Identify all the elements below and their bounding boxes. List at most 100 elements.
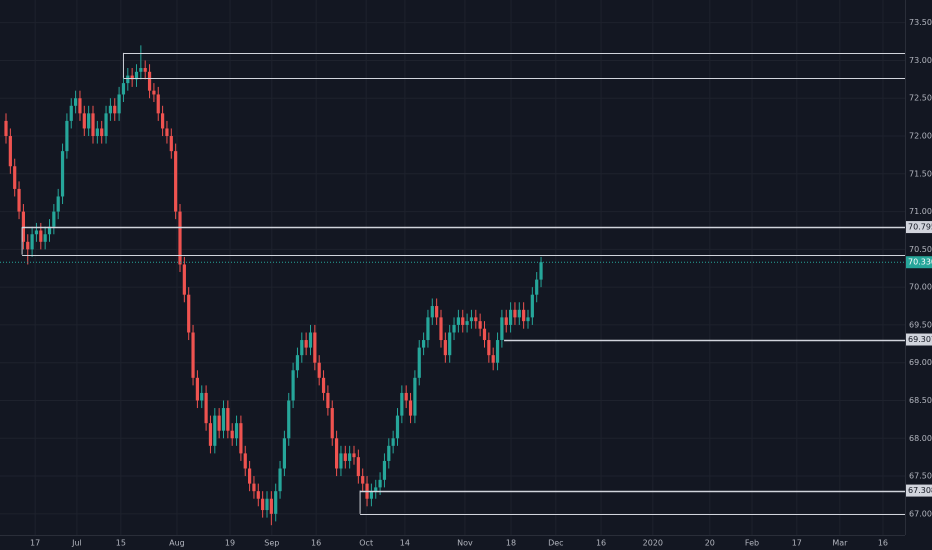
candle-body bbox=[147, 71, 152, 91]
candle-body bbox=[130, 75, 134, 80]
candle-body bbox=[152, 90, 156, 95]
candle-body bbox=[278, 468, 282, 492]
candle-body bbox=[21, 211, 26, 242]
x-tick-label: Aug bbox=[169, 539, 185, 548]
x-tick-label: 16 bbox=[878, 539, 888, 548]
y-tick-label: 70.000 bbox=[909, 283, 932, 292]
x-tick-label: 15 bbox=[116, 539, 126, 548]
candle-body bbox=[369, 491, 373, 499]
candle-body bbox=[321, 377, 326, 393]
candle-body bbox=[313, 332, 317, 363]
candle-body bbox=[104, 113, 108, 137]
candle-body bbox=[356, 457, 360, 477]
candle-body bbox=[400, 392, 404, 416]
candle-body bbox=[469, 317, 474, 322]
candle-body bbox=[443, 340, 447, 356]
candle-body bbox=[234, 423, 239, 439]
candle-body bbox=[208, 423, 213, 446]
candle-body bbox=[530, 294, 534, 318]
candle-body bbox=[247, 468, 252, 484]
y-tick-label: 69.500 bbox=[909, 320, 932, 329]
candle-body bbox=[478, 321, 482, 329]
candle-body bbox=[265, 498, 269, 511]
candle-body bbox=[261, 498, 265, 511]
candle-body bbox=[465, 321, 469, 325]
candle-body bbox=[65, 120, 69, 152]
y-tick-label: 71.500 bbox=[909, 169, 932, 178]
x-tick-label: 14 bbox=[400, 539, 410, 548]
candle-body bbox=[300, 340, 304, 356]
candle-body bbox=[395, 415, 400, 439]
x-tick-label: 2020 bbox=[643, 539, 663, 548]
candle-body bbox=[195, 377, 199, 401]
candle-body bbox=[160, 113, 165, 129]
last-price-label: 70.330 bbox=[908, 258, 932, 267]
candle-body bbox=[60, 151, 65, 197]
candle-body bbox=[26, 241, 30, 250]
candle-body bbox=[139, 68, 143, 72]
candle-body bbox=[217, 415, 221, 431]
price-label-box bbox=[906, 484, 932, 497]
candle-body bbox=[404, 392, 408, 401]
candle-body bbox=[326, 392, 330, 409]
price-label-box bbox=[906, 333, 932, 346]
candle-body bbox=[204, 392, 208, 424]
candle-body bbox=[56, 196, 60, 212]
candle-body bbox=[174, 151, 178, 212]
candle-body bbox=[308, 332, 313, 348]
candle-body bbox=[391, 438, 395, 446]
candle-body bbox=[317, 362, 321, 378]
candle-body bbox=[295, 355, 300, 371]
candle-body bbox=[352, 453, 356, 458]
candle-body bbox=[495, 340, 500, 363]
y-tick-label: 73.500 bbox=[909, 18, 932, 27]
candle-body bbox=[456, 317, 460, 325]
candle-body bbox=[348, 453, 352, 461]
candle-body bbox=[339, 453, 343, 469]
candle-body bbox=[221, 408, 226, 431]
candle-body bbox=[113, 105, 117, 114]
candle-body bbox=[200, 392, 204, 401]
y-tick-label: 72.000 bbox=[909, 132, 932, 141]
candle-body bbox=[448, 332, 452, 356]
candle-body bbox=[439, 317, 443, 341]
candle-body bbox=[52, 211, 56, 227]
candle-body bbox=[4, 120, 8, 137]
x-tick-label: 19 bbox=[225, 539, 235, 548]
candle-body bbox=[169, 136, 173, 152]
candle-body bbox=[417, 347, 421, 378]
candle-body bbox=[256, 491, 260, 499]
candle-body bbox=[504, 317, 508, 325]
y-tick-label: 67.000 bbox=[909, 509, 932, 518]
candle-body bbox=[452, 324, 456, 333]
candle-body bbox=[191, 332, 195, 378]
candle-body bbox=[430, 306, 434, 318]
candle-body bbox=[69, 105, 73, 121]
y-tick-label: 72.500 bbox=[909, 94, 932, 103]
x-tick-label: 16 bbox=[596, 539, 606, 548]
candle-body bbox=[382, 460, 387, 480]
candle-body bbox=[361, 476, 365, 484]
candle-body bbox=[282, 438, 286, 469]
price-label: 67.308 bbox=[908, 486, 932, 495]
x-tick-label: 20 bbox=[705, 539, 715, 548]
candle-body bbox=[182, 264, 186, 295]
candle-body bbox=[187, 294, 191, 333]
y-tick-label: 71.000 bbox=[909, 207, 932, 216]
y-tick-label: 73.000 bbox=[909, 56, 932, 65]
price-label: 69.307 bbox=[908, 335, 932, 344]
candle-body bbox=[378, 479, 382, 488]
candle-body bbox=[117, 94, 121, 114]
candle-body bbox=[213, 415, 217, 446]
x-tick-label: 17 bbox=[30, 539, 40, 548]
candle-body bbox=[508, 309, 513, 325]
candle-body bbox=[513, 309, 517, 318]
y-tick-label: 70.500 bbox=[909, 245, 932, 254]
candle-body bbox=[482, 328, 487, 341]
candle-body bbox=[421, 340, 426, 348]
candle-body bbox=[491, 355, 495, 363]
candle-body bbox=[43, 234, 47, 242]
candle-body bbox=[474, 317, 478, 322]
